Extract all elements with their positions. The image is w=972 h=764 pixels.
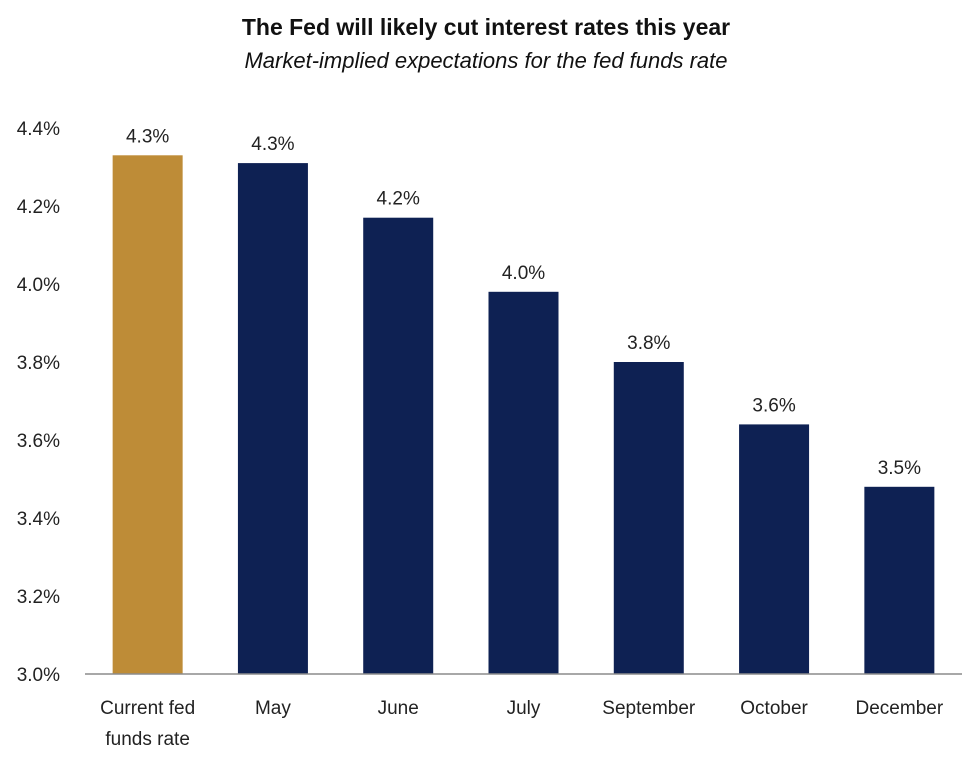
y-axis: 3.0% 3.2% 3.4% 3.6% 3.8% 4.0% 4.2% 4.4% bbox=[17, 119, 60, 686]
bar bbox=[488, 291, 559, 674]
data-label: 3.8% bbox=[627, 333, 670, 354]
x-tick-label: September bbox=[602, 698, 696, 719]
y-tick-label: 4.0% bbox=[17, 275, 60, 296]
y-tick-label: 3.4% bbox=[17, 509, 60, 530]
data-labels: 4.3% 4.3% 4.2% 4.0% 3.8% 3.6% 3.5% bbox=[126, 126, 921, 479]
bar bbox=[864, 486, 935, 674]
x-tick-label: June bbox=[378, 698, 419, 719]
y-tick-label: 3.8% bbox=[17, 353, 60, 374]
data-label: 3.5% bbox=[878, 458, 921, 479]
x-tick-label: December bbox=[856, 698, 944, 719]
y-tick-label: 3.6% bbox=[17, 431, 60, 452]
data-label: 4.3% bbox=[126, 126, 169, 147]
x-tick-label: May bbox=[255, 698, 291, 719]
x-tick-label: July bbox=[507, 698, 541, 719]
bar bbox=[237, 163, 308, 674]
data-label: 4.0% bbox=[502, 263, 545, 284]
x-tick-label: Current fed funds rate bbox=[100, 698, 195, 750]
data-label: 3.6% bbox=[752, 395, 795, 416]
y-tick-label: 4.2% bbox=[17, 197, 60, 218]
y-tick-label: 3.2% bbox=[17, 587, 60, 608]
data-label: 4.3% bbox=[251, 134, 294, 155]
bar bbox=[613, 362, 684, 674]
bar bbox=[363, 217, 434, 674]
chart-title: The Fed will likely cut interest rates t… bbox=[241, 14, 731, 40]
x-tick-label: October bbox=[740, 698, 808, 719]
y-tick-label: 3.0% bbox=[17, 665, 60, 686]
chart-subtitle: Market-implied expectations for the fed … bbox=[244, 48, 728, 73]
y-tick-label: 4.4% bbox=[17, 119, 60, 140]
bar bbox=[112, 155, 183, 675]
bars bbox=[112, 155, 935, 675]
x-axis: Current fed funds rate May June July Septembe… bbox=[85, 673, 962, 750]
bar bbox=[739, 424, 810, 674]
data-label: 4.2% bbox=[377, 189, 420, 210]
